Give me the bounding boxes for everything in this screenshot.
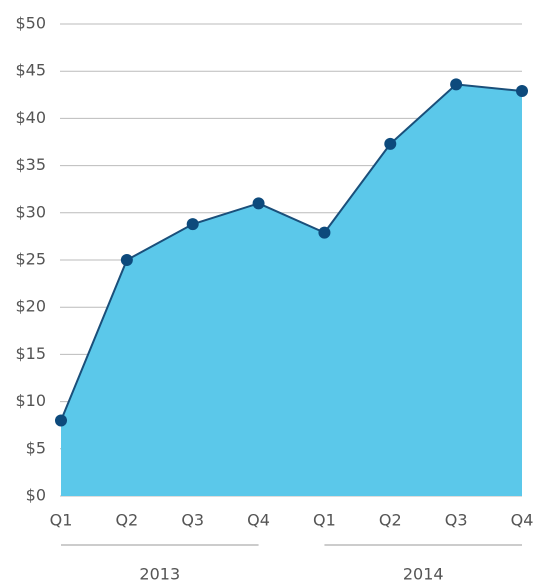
x-tick-label: Q2 bbox=[115, 511, 138, 530]
x-tick-label: Q1 bbox=[313, 511, 336, 530]
area bbox=[61, 84, 522, 496]
x-tick-label: Q2 bbox=[379, 511, 402, 530]
y-tick-label: $45 bbox=[15, 61, 46, 80]
marker bbox=[55, 414, 67, 427]
marker bbox=[186, 218, 199, 231]
y-tick-label: $5 bbox=[26, 438, 46, 457]
y-tick-label: $50 bbox=[15, 14, 46, 33]
y-tick-label: $35 bbox=[15, 155, 46, 174]
y-tick-label: $20 bbox=[15, 297, 46, 316]
y-tick-label: $10 bbox=[15, 391, 46, 410]
marker bbox=[120, 254, 133, 266]
y-tick-label: $15 bbox=[15, 344, 46, 363]
line bbox=[60, 83, 523, 421]
y-tick-label: $40 bbox=[15, 108, 46, 127]
marker bbox=[384, 137, 397, 150]
marker bbox=[318, 226, 331, 239]
y-tick-label: $25 bbox=[15, 250, 46, 269]
group-label: 2014 bbox=[403, 565, 444, 584]
group-label: 2013 bbox=[139, 565, 180, 584]
x-tick-label: Q4 bbox=[511, 511, 534, 530]
marker bbox=[252, 197, 265, 210]
y-tick-label: $30 bbox=[15, 202, 46, 221]
x-tick-label: Q3 bbox=[445, 511, 468, 530]
x-tick-label: Q4 bbox=[247, 511, 270, 530]
x-tick-label: Q1 bbox=[50, 511, 73, 530]
x-tick-label: Q3 bbox=[181, 511, 204, 530]
y-tick-label: $0 bbox=[26, 486, 46, 505]
marker bbox=[450, 78, 463, 91]
marker bbox=[516, 85, 528, 98]
